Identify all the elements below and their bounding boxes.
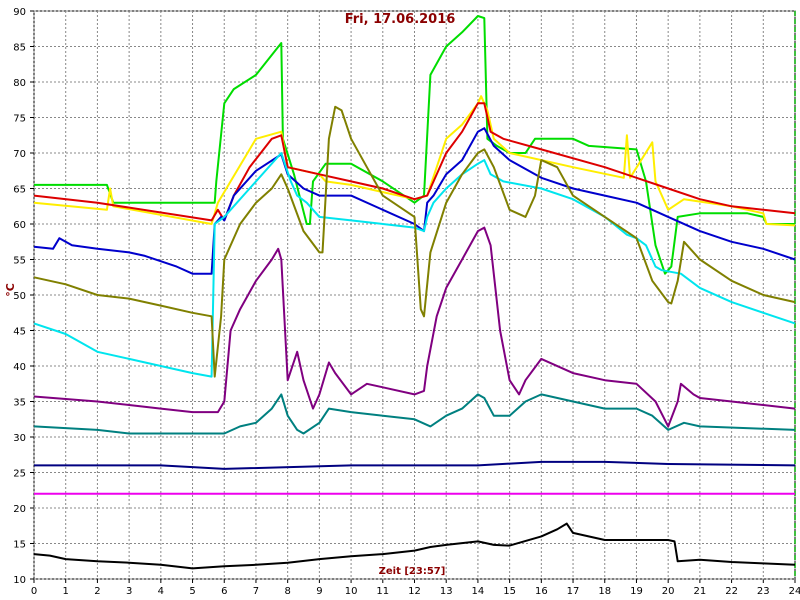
y-tick-label: 65 [13,185,26,196]
y-tick-label: 25 [13,469,26,480]
series-line-7 [33,226,796,428]
x-tick-label: 24 [789,586,800,597]
series-lines [33,15,796,570]
y-tick-label: 35 [13,398,26,409]
series-line-5 [33,152,796,378]
x-tick-label: 0 [31,586,37,597]
y-tick-label: 60 [13,220,26,231]
x-tick-label: 6 [221,586,227,597]
series-line-11 [33,522,796,570]
y-tick-label: 70 [13,149,26,160]
x-tick-label: 9 [316,586,322,597]
x-tick-label: 17 [567,586,580,597]
y-tick-label: 45 [13,327,26,338]
x-tick-label: 12 [408,586,421,597]
y-axis-label: °C [4,283,17,297]
y-tick-label: 40 [13,362,26,373]
chart-title: Fri, 17.06.2016 [345,12,456,27]
series-line-8 [33,393,796,435]
y-tick-labels: 10 15 20 25 30 35 40 45 50 55 60 65 70 75 80 85 90 [13,7,26,586]
x-tick-label: 15 [503,586,516,597]
x-tick-label: 23 [757,586,770,597]
x-tick-label: 3 [126,586,132,597]
x-axis-label: Zeit [23:57] [379,566,446,577]
y-tick-label: 10 [13,575,26,586]
x-tick-label: 18 [598,586,611,597]
x-tick-label: 8 [284,586,290,597]
x-tick-label: 5 [189,586,195,597]
y-tick-label: 80 [13,78,26,89]
x-tick-label: 7 [253,586,259,597]
series-line-6 [33,105,796,378]
series-line-2 [33,95,796,227]
x-tick-label: 4 [158,586,164,597]
y-tick-label: 30 [13,433,26,444]
y-tick-label: 75 [13,114,26,125]
x-tick-label: 2 [94,586,100,597]
series-line-4 [33,127,796,275]
y-tick-label: 85 [13,43,26,54]
x-tick-label: 1 [63,586,69,597]
y-tick-label: 50 [13,291,26,302]
x-tick-label: 10 [345,586,358,597]
x-tick-label: 16 [535,586,548,597]
x-tick-label: 14 [472,586,485,597]
x-tick-label: 11 [376,586,389,597]
x-tick-label: 20 [662,586,675,597]
y-tick-label: 90 [13,7,26,18]
y-tick-label: 55 [13,256,26,267]
x-tick-label: 22 [725,586,738,597]
y-tick-label: 15 [13,540,26,551]
y-tick-label: 20 [13,504,26,515]
series-line-1 [34,15,795,275]
x-tick-label: 19 [630,586,643,597]
series-line-9 [34,460,796,470]
x-tick-label: 21 [694,586,707,597]
x-tick-labels: 0 1 2 3 4 5 6 7 8 9 10 11 12 13 14 15 16 17 18 19 20 21 22 23 24 [31,586,800,597]
x-tick-label: 13 [440,586,453,597]
